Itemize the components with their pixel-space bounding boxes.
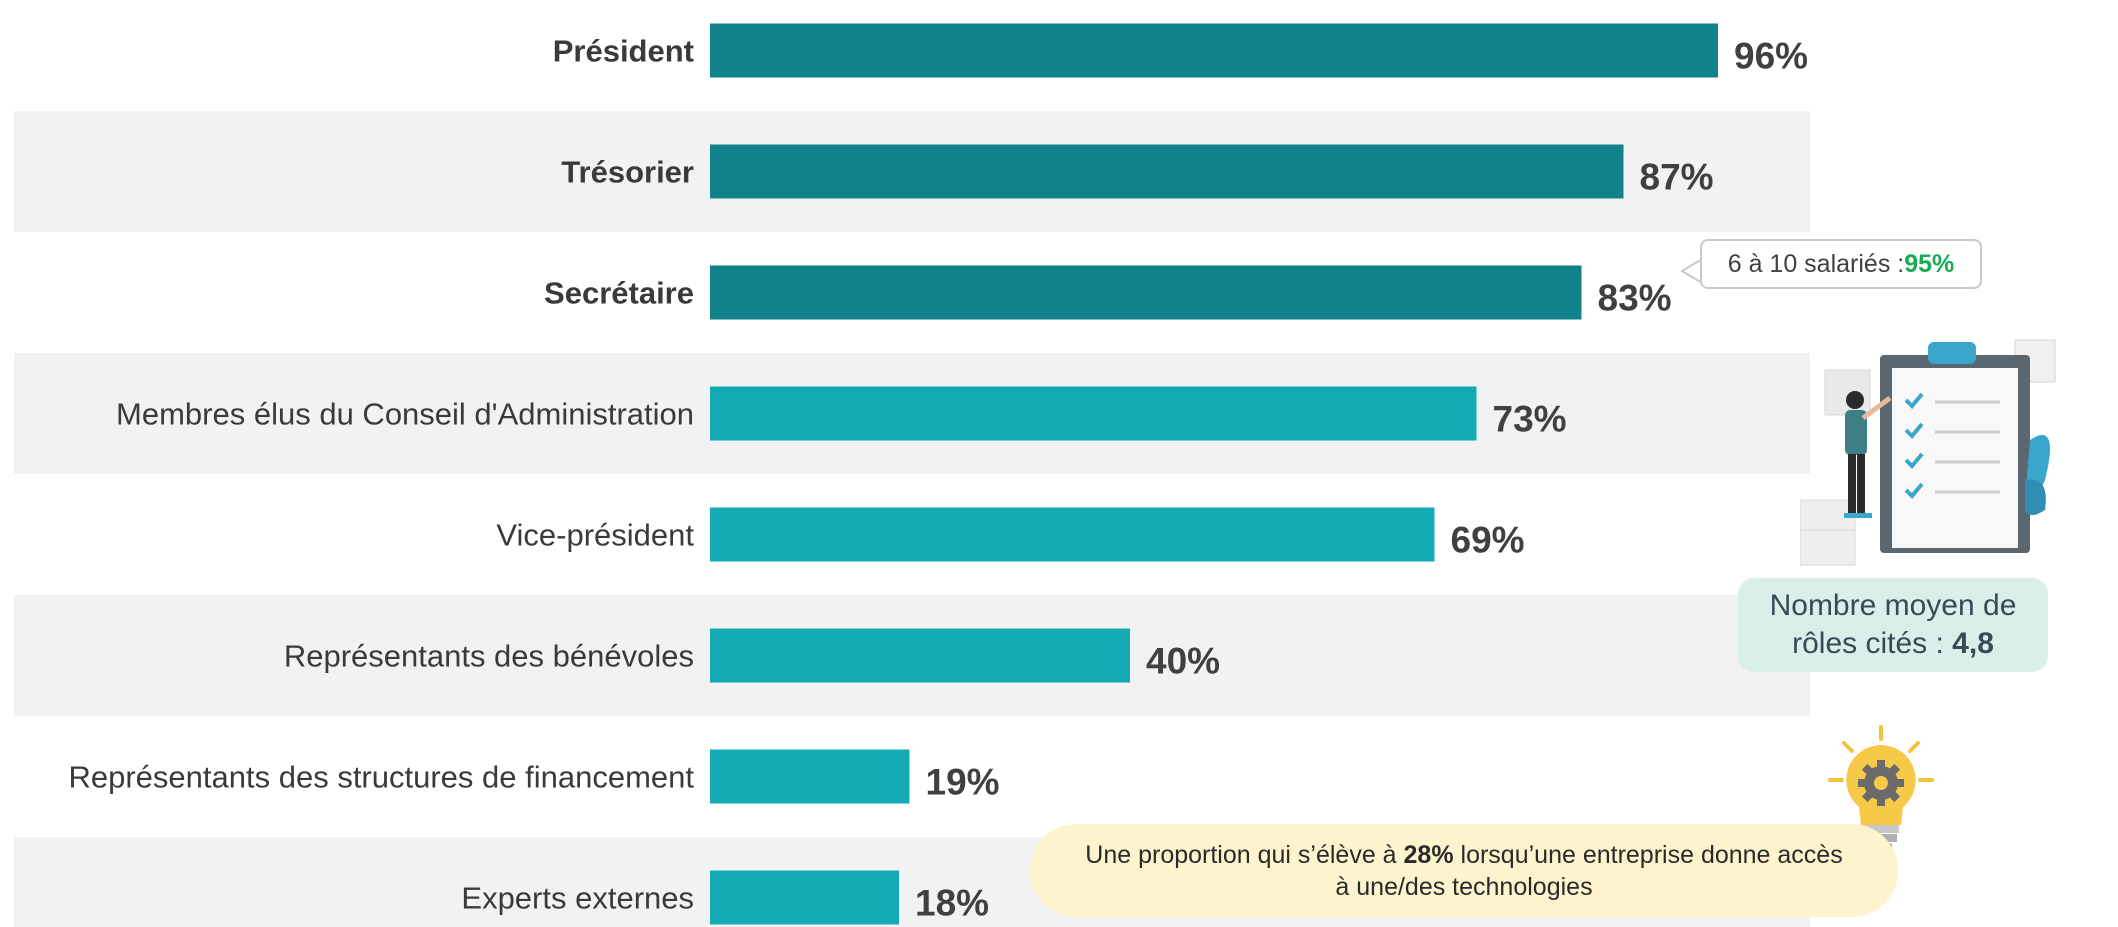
bar-chart: Président Trésorier Secrétaire Membres élus…: [14, 23, 1810, 927]
category-label: Experts externes: [461, 881, 694, 916]
value-label: 40%: [1146, 641, 1220, 682]
value-label: 83%: [1598, 278, 1672, 319]
bars: [710, 23, 1718, 925]
average-line1: Nombre moyen de: [1769, 589, 2017, 622]
category-label: Vice-président: [496, 518, 694, 553]
callout-text: 6 à 10 salariés :: [1727, 249, 1905, 278]
checklist-illustration-icon: [1800, 339, 2056, 566]
category-label: Secrétaire: [544, 276, 694, 311]
bar: [710, 23, 1718, 78]
note-post: lorsqu’une entreprise donne accès: [1453, 840, 1843, 869]
value-labels: 96% 87% 83% 73% 69% 40% 19% 18%: [915, 36, 1808, 924]
bar: [710, 870, 899, 925]
value-label: 73%: [1493, 399, 1567, 440]
bar: [710, 749, 910, 804]
bar: [710, 386, 1477, 441]
category-label: Président: [553, 34, 694, 69]
category-label: Représentants des bénévoles: [284, 639, 694, 674]
category-label: Trésorier: [561, 155, 694, 190]
value-label: 87%: [1640, 157, 1714, 198]
bar: [710, 265, 1582, 320]
average-line2: rôles cités :: [1792, 627, 1953, 660]
callout-pointer: [1680, 257, 1704, 285]
lightbulb-gear-icon: [1828, 725, 1934, 851]
secretaire-callout: 6 à 10 salariés : 95%: [1700, 239, 1982, 289]
technology-note: Une proportion qui s’élève à 28% lorsqu’…: [1030, 824, 1898, 917]
callout-value: 95%: [1904, 249, 1955, 278]
bar: [710, 507, 1435, 562]
bar: [710, 144, 1624, 199]
value-label: 69%: [1451, 520, 1525, 561]
bar: [710, 628, 1130, 683]
value-label: 19%: [926, 762, 1000, 803]
note-line2: à une/des technologies: [1335, 872, 1593, 901]
category-label: Représentants des structures de financem…: [68, 760, 694, 795]
value-label: 96%: [1734, 36, 1808, 77]
note-value: 28%: [1403, 840, 1454, 869]
category-label: Membres élus du Conseil d'Administration: [116, 397, 694, 432]
average-roles-box: Nombre moyen de rôles cités : 4,8: [1738, 578, 2048, 672]
average-value: 4,8: [1952, 627, 1994, 660]
value-label: 18%: [915, 883, 989, 924]
note-pre: Une proportion qui s’élève à: [1085, 840, 1404, 869]
category-labels: Président Trésorier Secrétaire Membres élus…: [68, 34, 694, 916]
